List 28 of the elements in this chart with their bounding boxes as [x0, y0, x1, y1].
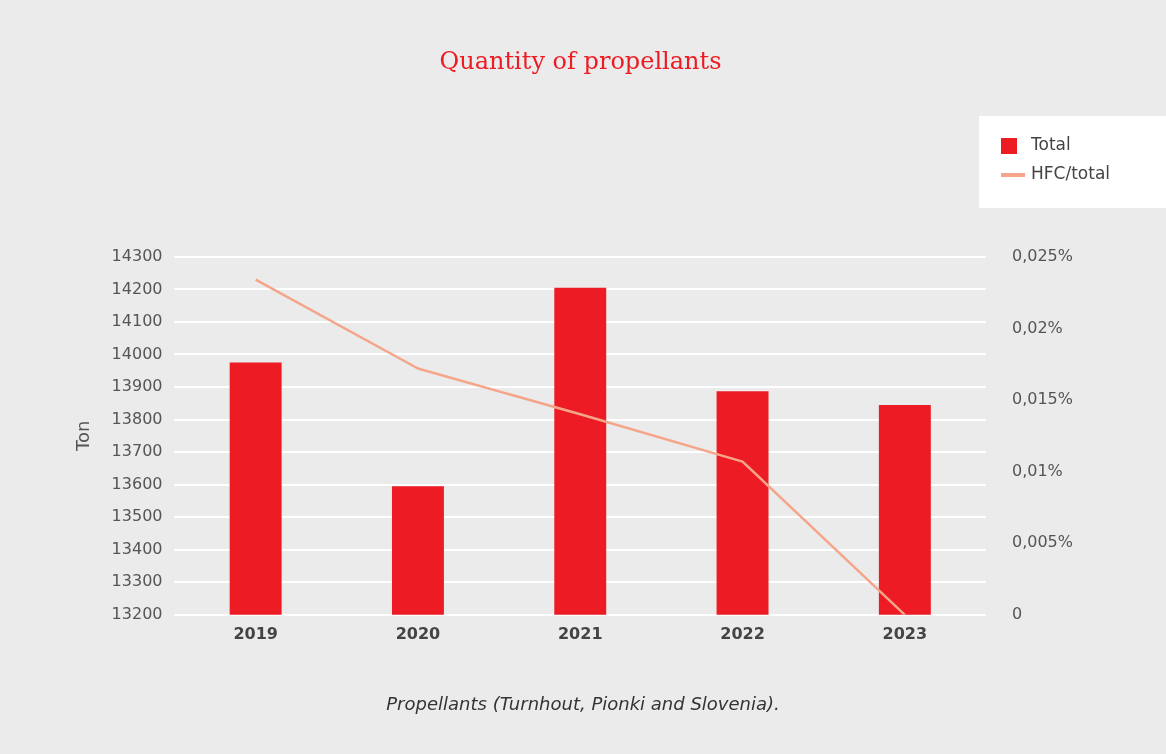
y2-tick-label: 0 [1011, 603, 1023, 623]
y2-tick-label: 0,015% [1011, 389, 1074, 409]
y-tick-label: 13200 [111, 603, 163, 623]
x-tick-label: 2021 [557, 623, 603, 643]
y-tick-label: 14300 [111, 245, 163, 265]
text: Propellants (Turnhout, Pionki and Slovenia). [386, 692, 780, 714]
y-tick-label: 14100 [111, 311, 163, 331]
y-axis-title: Ton [72, 420, 94, 452]
y-tick-label: 14200 [111, 278, 163, 298]
legend-label: Total [1030, 134, 1071, 155]
y-tick-label: 13300 [111, 571, 163, 591]
y-tick-label: 13600 [111, 473, 163, 493]
y-tick-label: 13500 [111, 506, 163, 526]
y-tick-label: 13400 [111, 538, 163, 558]
y-tick-label: 13700 [111, 441, 163, 461]
x-tick-label: 2023 [882, 623, 928, 643]
x-tick-label: 2020 [395, 623, 441, 643]
legend-label: HFC/total [1031, 163, 1111, 184]
y2-tick-label: 0,02% [1011, 317, 1063, 337]
y2-tick-label: 0,025% [1011, 245, 1074, 265]
x-tick-label: 2022 [720, 623, 765, 643]
chart-title: Quantity of propellants [439, 46, 722, 75]
x-tick-label: 2019 [233, 623, 278, 643]
y-tick-label: 13900 [111, 376, 163, 396]
y-tick-label: 14000 [111, 343, 163, 363]
y-tick-label: 13800 [111, 408, 163, 428]
y2-tick-label: 0,005% [1011, 532, 1074, 552]
y2-tick-label: 0,01% [1011, 460, 1063, 480]
